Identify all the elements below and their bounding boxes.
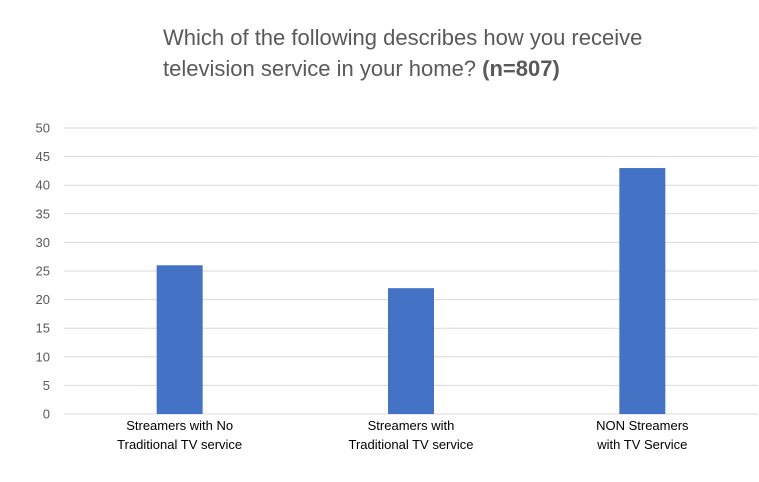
y-tick-label-20: 20 [36,292,50,307]
bar-2 [619,168,666,414]
y-tick-label-30: 30 [36,235,50,250]
bar-1 [388,288,434,414]
x-category-label-1-0: Streamers with [368,418,455,433]
y-tick-label-40: 40 [36,178,50,193]
chart-title-text: Which of the following describes how you… [163,25,643,81]
x-category-label-1-1: Traditional TV service [349,437,474,452]
y-tick-label-5: 5 [43,378,50,393]
bar-0 [156,265,203,414]
x-category-label-2-0: NON Streamers [596,418,689,433]
y-tick-label-0: 0 [43,407,50,422]
x-category-label-0-1: Traditional TV service [117,437,242,452]
y-tick-label-15: 15 [36,321,50,336]
y-tick-label-10: 10 [36,349,50,364]
y-tick-label-50: 50 [36,121,50,136]
x-category-label-0-0: Streamers with No [126,418,233,433]
chart-title-sample-size: (n=807) [482,56,560,81]
chart-title: Which of the following describes how you… [163,22,723,84]
y-tick-label-35: 35 [36,206,50,221]
y-tick-label-45: 45 [36,149,50,164]
y-tick-label-25: 25 [36,264,50,279]
x-category-label-2-1: with TV Service [596,437,687,452]
